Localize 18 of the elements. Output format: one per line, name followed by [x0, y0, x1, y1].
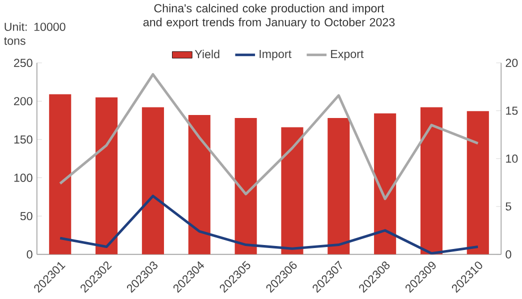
chart-title: China's calcined coke production and import and export trends from January to October 2023	[143, 4, 395, 29]
y-axis-title: Unit: 10000 tons	[4, 22, 66, 45]
line-series	[58, 73, 480, 200]
legend-label: Export	[331, 50, 364, 60]
legend-label: Yield	[194, 50, 220, 58]
y2-tick-label: 20	[506, 58, 518, 68]
y-tick-label: 250	[14, 58, 32, 68]
line-series	[58, 194, 480, 254]
y2-tick-label: 15	[506, 106, 518, 115]
y-tick-label: 50	[20, 212, 32, 220]
y-tick-label: 0	[26, 250, 32, 259]
y-tick-label: 100	[14, 174, 32, 182]
legend-label: Import	[260, 50, 292, 60]
y-tick-label: 150	[14, 135, 32, 144]
y2-tick-label: 10	[506, 154, 518, 163]
y2-tick-label: 5	[506, 202, 512, 211]
y-tick-label: 200	[14, 97, 32, 106]
y2-tick-label: 0	[506, 250, 512, 259]
